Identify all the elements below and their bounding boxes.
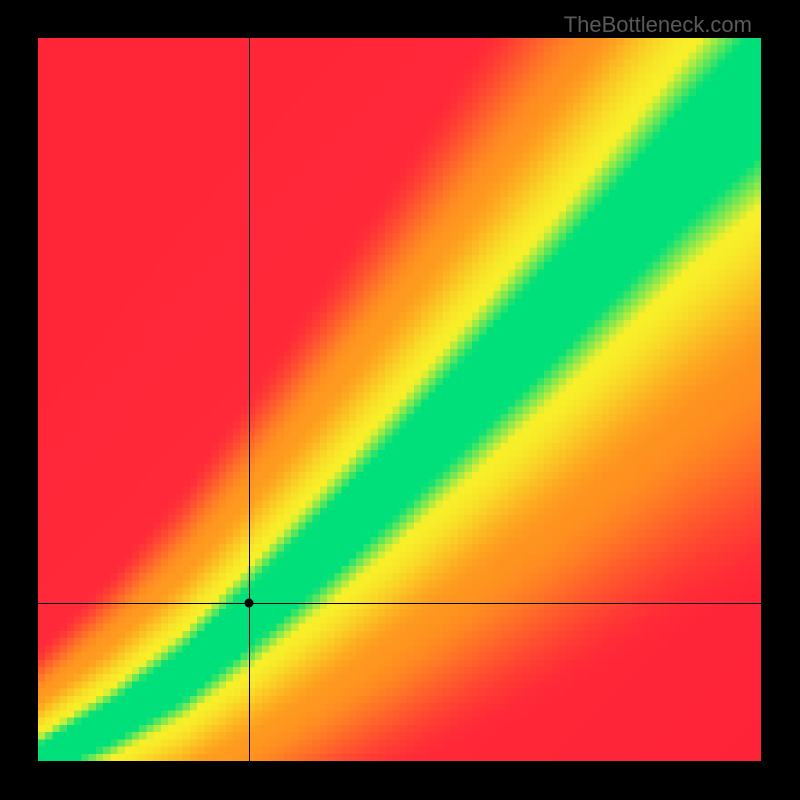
watermark-text: TheBottleneck.com	[564, 12, 752, 38]
heatmap-plot	[38, 38, 761, 761]
selection-marker	[245, 599, 254, 608]
crosshair-vertical	[249, 38, 250, 761]
figure-frame: TheBottleneck.com	[0, 0, 800, 800]
heatmap-canvas	[38, 38, 761, 761]
crosshair-horizontal	[38, 603, 761, 604]
